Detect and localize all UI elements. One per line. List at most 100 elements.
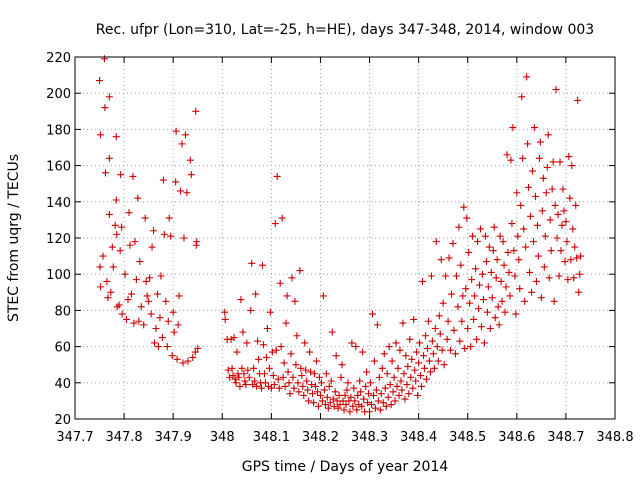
data-point	[572, 201, 580, 209]
data-point	[349, 402, 357, 410]
data-point	[308, 381, 316, 389]
data-point	[302, 366, 310, 374]
data-point	[177, 187, 185, 195]
data-point	[539, 174, 547, 182]
data-point	[571, 243, 579, 251]
data-point	[421, 364, 429, 372]
data-point	[431, 325, 439, 332]
data-point	[285, 379, 293, 387]
data-point	[451, 350, 459, 358]
data-point	[183, 189, 191, 197]
data-point	[518, 93, 526, 101]
data-point	[550, 297, 558, 305]
data-point	[309, 390, 317, 398]
data-point	[295, 388, 303, 396]
data-point	[153, 290, 161, 298]
data-point	[101, 104, 109, 112]
data-point	[379, 399, 387, 407]
data-point	[560, 207, 568, 215]
data-point	[471, 292, 479, 300]
data-point	[415, 359, 423, 367]
data-point	[150, 227, 158, 235]
data-point	[468, 276, 476, 284]
data-point	[428, 337, 436, 345]
data-point	[259, 261, 267, 269]
x-tick-label: 347.9	[155, 430, 192, 445]
data-point	[530, 238, 538, 246]
data-point	[531, 192, 539, 200]
data-point	[134, 194, 142, 202]
data-point	[319, 292, 327, 300]
data-point	[221, 308, 229, 316]
data-point	[541, 232, 549, 240]
data-point	[484, 283, 492, 291]
data-point	[459, 292, 467, 300]
data-point	[502, 283, 510, 291]
data-point	[558, 221, 566, 229]
data-point	[516, 285, 524, 293]
data-point	[432, 238, 440, 246]
data-point	[162, 297, 170, 305]
data-point	[306, 348, 314, 356]
data-point	[398, 386, 406, 394]
data-point	[266, 308, 274, 316]
data-point	[369, 391, 377, 399]
data-point	[423, 344, 431, 352]
data-point	[479, 296, 487, 304]
data-point	[422, 332, 430, 340]
data-point	[154, 343, 162, 351]
data-point	[174, 321, 182, 329]
x-tick-label: 348.4	[400, 430, 437, 445]
data-point	[334, 404, 342, 412]
data-point	[116, 247, 124, 255]
data-point	[350, 384, 358, 392]
data-point	[348, 339, 356, 347]
data-point	[245, 373, 253, 381]
data-points	[96, 55, 585, 416]
data-point	[317, 379, 325, 387]
data-point	[175, 292, 183, 300]
data-point	[393, 382, 401, 390]
data-point	[401, 395, 409, 403]
data-point	[435, 312, 443, 320]
data-point	[273, 172, 281, 180]
data-point	[292, 361, 300, 369]
data-point	[235, 373, 243, 381]
data-point	[439, 299, 447, 307]
data-point	[426, 368, 434, 376]
data-point	[112, 196, 120, 204]
data-point	[337, 373, 345, 381]
y-tick-label: 20	[54, 413, 71, 428]
data-point	[165, 214, 173, 222]
data-point	[172, 127, 180, 135]
data-point	[244, 366, 252, 374]
data-point	[547, 247, 555, 255]
data-point	[331, 388, 339, 396]
data-point	[549, 158, 557, 166]
data-point	[511, 272, 519, 280]
data-point	[494, 303, 502, 311]
data-point	[327, 377, 335, 385]
data-point	[105, 93, 113, 101]
data-point	[141, 214, 149, 222]
data-point	[388, 357, 396, 365]
y-tick-label: 220	[46, 51, 71, 66]
data-point	[158, 334, 166, 342]
data-point	[314, 388, 322, 396]
data-point	[357, 388, 365, 396]
data-point	[339, 397, 347, 405]
data-point	[532, 277, 540, 285]
data-point	[354, 391, 362, 399]
data-point	[483, 308, 491, 316]
data-point	[136, 258, 144, 266]
data-point	[543, 163, 551, 171]
data-point	[500, 261, 508, 269]
data-point	[387, 401, 395, 409]
data-point	[480, 339, 488, 347]
data-point	[527, 212, 535, 220]
data-point	[132, 276, 140, 284]
data-point	[297, 364, 305, 372]
data-point	[555, 272, 563, 280]
data-point	[504, 248, 512, 256]
data-point	[124, 296, 132, 304]
